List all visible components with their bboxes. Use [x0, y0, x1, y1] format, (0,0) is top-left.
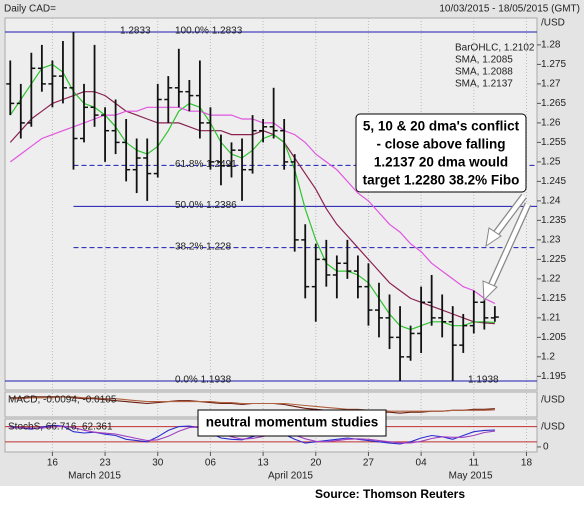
x-tick-label: 11	[469, 458, 480, 469]
fib-side-label: 1.1938	[468, 375, 499, 386]
x-tick-label: 27	[363, 458, 375, 469]
y-tick-label: 1.28	[541, 40, 561, 51]
y-tick-label: 1.205	[541, 332, 566, 343]
y-tick-label: 1.24	[541, 196, 561, 207]
fib-label: 38.2% 1.228	[175, 241, 232, 252]
y-tick-label: 1.2	[541, 351, 555, 362]
chart-subtitle: 10/03/2015 - 18/05/2015 (GMT)	[439, 4, 580, 15]
y-tick-label: 1.25	[541, 157, 561, 168]
arrow-head	[482, 280, 498, 302]
fib-label: 100.0% 1.2833	[175, 26, 243, 37]
annotation-text: target 1.2280 38.2% Fibo	[363, 173, 520, 188]
y-tick-label: 1.22	[541, 274, 561, 285]
arrow-head	[485, 227, 502, 248]
fib-label: 61.8% 1.2491	[175, 159, 237, 170]
indicator-unit: /USD	[541, 422, 565, 433]
indicator-line	[10, 396, 495, 412]
arrow	[487, 203, 531, 289]
annotation: 5, 10 & 20 dma's conflict - close above …	[355, 113, 532, 302]
month-label: March 2015	[68, 471, 121, 482]
x-tick-label: 13	[258, 458, 270, 469]
annotation-box	[197, 409, 387, 437]
month-label: May 2015	[449, 471, 493, 482]
annotation-text: 5, 10 & 20 dma's conflict	[363, 119, 520, 134]
annotation-text: 1.2137 20 dma would	[374, 155, 508, 170]
x-tick-label: 20	[310, 458, 322, 469]
indicator-line	[10, 425, 495, 444]
chart-title: Daily CAD=	[4, 4, 56, 15]
x-tick-label: 06	[205, 458, 217, 469]
y-tick-label: 1.23	[541, 235, 561, 246]
source: Source: Thomson Reuters	[315, 487, 465, 501]
legend-entry: SMA, 1.2137	[455, 79, 513, 90]
indicator-label: MACD, -0.0094, -0.0105	[8, 395, 117, 406]
x-tick-label: 04	[416, 458, 428, 469]
y-tick-label: 0	[543, 442, 549, 453]
indicator-label: StochS, 66.716, 62.361	[8, 422, 113, 433]
annotation-text: neutral momentum studies	[206, 415, 379, 430]
annotation-box	[355, 113, 527, 193]
unit-label: /USD	[541, 18, 565, 29]
y-tick-label: 1.245	[541, 176, 566, 187]
y-tick-label: 1.27	[541, 79, 561, 90]
y-tick-label: 1.195	[541, 371, 566, 382]
legend-entry: BarOHLC, 1.2102	[455, 43, 535, 54]
y-tick-label: 1.21	[541, 313, 561, 324]
y-tick-label: 1.265	[541, 98, 566, 109]
indicator-line	[10, 424, 495, 445]
legend-entry: SMA, 1.2085	[455, 55, 513, 66]
y-tick-label: 1.235	[541, 215, 566, 226]
legend-entry: SMA, 1.2088	[455, 67, 513, 78]
fib-side-label: 1.2833	[120, 26, 151, 37]
x-tick-label: 18	[521, 458, 533, 469]
month-label: April 2015	[268, 471, 313, 482]
annotation-text: - close above falling	[376, 137, 505, 152]
fib-label: 0.0% 1.1938	[175, 375, 232, 386]
x-tick-label: 30	[152, 458, 164, 469]
arrow	[492, 194, 526, 238]
x-tick-label: 16	[47, 458, 59, 469]
y-tick-label: 1.215	[541, 293, 566, 304]
y-tick-label: 1.225	[541, 254, 566, 265]
y-tick-label: 1.255	[541, 137, 566, 148]
fib-label: 50.0% 1.2386	[175, 200, 237, 211]
y-tick-label: 1.26	[541, 118, 561, 129]
indicator-unit: /USD	[541, 395, 565, 406]
plot: 16 23 30 06 13 20 27 04 11 18 March 2015 April 2015…	[5, 18, 566, 482]
y-tick-label: 1.275	[541, 59, 566, 70]
x-tick-label: 23	[100, 458, 112, 469]
